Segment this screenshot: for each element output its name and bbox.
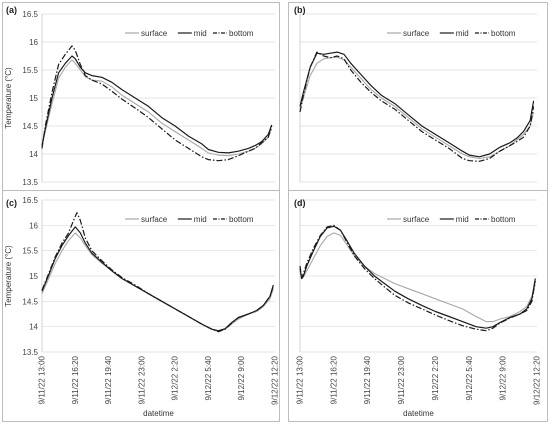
x-tick-label: 9/11/22 16:20 [71,355,80,404]
panel-b: (b) surface mid bottom [288,2,548,202]
legend-label-bottom: bottom [229,29,254,38]
y-tick-label: 16.5 [22,196,38,205]
panel-label: (a) [6,5,17,15]
y-tick-label: 14.5 [22,122,38,131]
y-tick-label: 15.5 [22,66,38,75]
legend-label-mid: mid [194,215,207,224]
legend-label-surface: surface [141,29,168,38]
series-line-bottom [41,45,273,162]
panel-frame [288,190,548,422]
panel-label: (c) [6,198,17,208]
series-line-mid [41,55,273,154]
legend-label-surface: surface [141,215,168,224]
legend-label-mid: mid [194,29,207,38]
x-tick-label: 9/11/22 19:40 [363,355,372,404]
legend-label-bottom: bottom [491,29,516,38]
panel-c: 13.5 14 14.5 15 15.5 16 16.5 9/11/22 13:00 9/11/… [2,190,280,422]
y-tick-label: 15.5 [22,247,38,256]
x-tick-label: 9/12/22 2:20 [171,355,180,400]
series-line-bottom [41,212,274,333]
y-tick-label: 13.5 [22,178,38,187]
legend: surface mid bottom [125,29,254,38]
x-tick-label: 9/12/22 5:40 [465,355,474,400]
y-tick-label: 14 [29,150,38,159]
legend-label-surface: surface [403,215,430,224]
legend: surface mid bottom [387,29,516,38]
x-axis-label: datetime [403,409,434,418]
y-axis-label: Temperature (°C) [4,67,13,129]
y-tick-label: 16.5 [22,10,38,19]
series-line-mid [299,51,535,158]
legend: surface mid bottom [125,215,254,224]
series-line-bottom [299,51,535,162]
legend-label-bottom: bottom [491,215,516,224]
y-tick-label: 16 [29,38,38,47]
series-line-bottom [299,224,536,332]
x-axis-label: datetime [143,409,174,418]
y-tick-label: 14 [29,323,38,332]
x-tick-label: 9/12/22 9:00 [237,355,246,400]
x-tick-label: 9/11/22 23:00 [137,355,146,404]
series-line-surface [299,232,536,323]
y-tick-label: 15 [29,94,38,103]
panel-label: (b) [294,5,306,15]
panel-frame [2,190,280,422]
x-tick-label: 9/12/22 9:00 [499,355,508,400]
x-tick-label: 9/12/22 5:40 [204,355,213,400]
series-line-surface [41,59,273,157]
y-axis-label: Temperature (°C) [4,245,13,307]
panel-label: (d) [294,198,306,208]
x-tick-label: 9/11/22 16:20 [329,355,338,404]
legend-label-mid: mid [456,29,469,38]
x-tick-label: 9/11/22 13:00 [38,355,47,404]
legend-label-bottom: bottom [229,215,254,224]
x-tick-label: 9/12/22 12:20 [271,355,280,404]
panel-d: 9/11/22 13:00 9/11/22 16:20 9/11/22 19:40 9… [288,190,548,422]
panel-a: 13.5 14 14.5 15 15.5 16 16.5 Temperature (°C) (a… [2,2,280,202]
legend-label-mid: mid [456,215,469,224]
x-tick-label: 9/12/22 2:20 [431,355,440,400]
legend-label-surface: surface [403,29,430,38]
y-tick-label: 15 [29,272,38,281]
x-tick-label: 9/11/22 13:00 [296,355,305,404]
y-tick-label: 16 [29,221,38,230]
x-tick-label: 9/11/22 19:40 [104,355,113,404]
x-tick-label: 9/11/22 23:00 [397,355,406,404]
legend: surface mid bottom [387,215,516,224]
y-tick-label: 13.5 [22,348,38,357]
x-tick-label: 9/12/22 12:20 [533,355,542,404]
y-tick-label: 14.5 [22,297,38,306]
